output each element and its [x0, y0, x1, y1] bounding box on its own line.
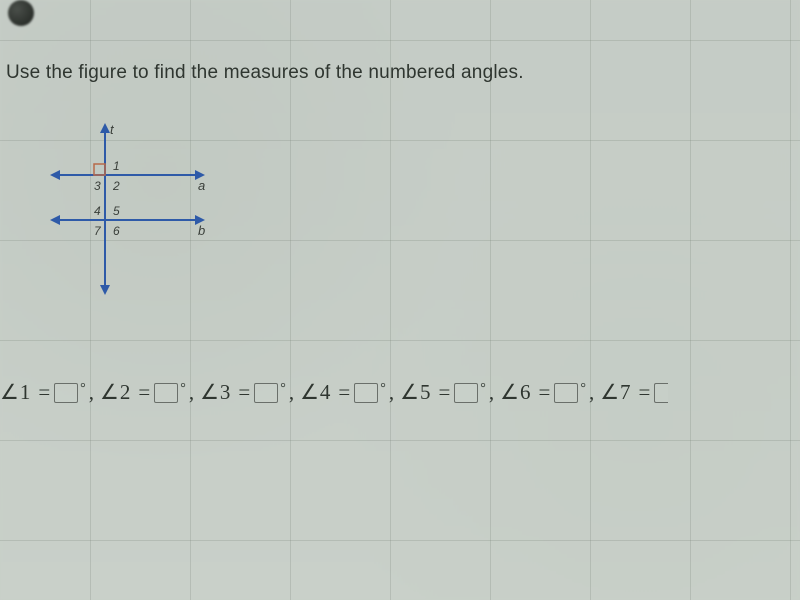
angle-4-label: 4: [94, 204, 101, 218]
answer-segment-1: ∠1=°,: [0, 380, 100, 405]
line-b-label: b: [198, 223, 205, 238]
angle-3-input[interactable]: [254, 383, 278, 403]
angle-5-label: 5: [113, 204, 120, 218]
answer-segment-7: ∠7=: [600, 380, 668, 405]
angle-1-label: 1: [113, 159, 120, 173]
angle-6-input[interactable]: [554, 383, 578, 403]
answer-segment-4: ∠4=°,: [300, 380, 400, 405]
angle-7-input[interactable]: [654, 383, 668, 403]
answer-segment-2: ∠2=°,: [100, 380, 200, 405]
angle-3-label: 3: [94, 179, 101, 193]
question-prompt: Use the figure to find the measures of t…: [6, 62, 524, 84]
transversal-label: t: [110, 122, 115, 137]
question-bullet: [8, 0, 34, 26]
geometry-figure: 1 2 3 4 5 6 7 t a b: [50, 120, 230, 300]
answer-segment-6: ∠6=°,: [500, 380, 600, 405]
angle-5-input[interactable]: [454, 383, 478, 403]
answer-segment-3: ∠3=°,: [200, 380, 300, 405]
answer-row: ∠1=°, ∠2=°, ∠3=°, ∠4=°, ∠5=°, ∠6=°, ∠7=: [0, 380, 800, 405]
angle-2-input[interactable]: [154, 383, 178, 403]
angle-7-label: 7: [94, 224, 102, 238]
angle-6-label: 6: [113, 224, 120, 238]
angle-4-input[interactable]: [354, 383, 378, 403]
line-a-label: a: [198, 178, 205, 193]
angle-2-label: 2: [112, 179, 120, 193]
answer-segment-5: ∠5=°,: [400, 380, 500, 405]
angle-1-input[interactable]: [54, 383, 78, 403]
